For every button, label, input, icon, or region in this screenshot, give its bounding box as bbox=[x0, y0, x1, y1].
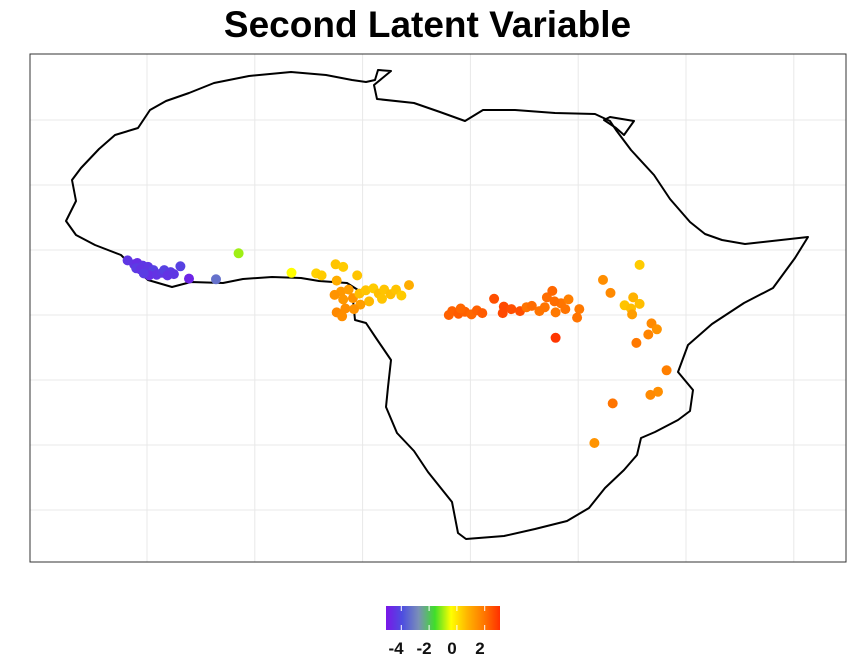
data-point bbox=[443, 310, 454, 320]
panel-border bbox=[29, 53, 847, 563]
arabia-coastline bbox=[603, 116, 635, 136]
data-point bbox=[331, 275, 342, 286]
data-point bbox=[175, 261, 186, 272]
colorbar-label-neg2: -2 bbox=[416, 639, 431, 658]
data-point bbox=[634, 259, 645, 270]
data-point bbox=[550, 307, 561, 318]
data-point bbox=[563, 294, 574, 305]
data-point bbox=[352, 270, 363, 281]
data-point bbox=[337, 311, 348, 322]
data-point bbox=[643, 329, 654, 340]
colorbar-label-neg4: -4 bbox=[388, 639, 404, 658]
data-point bbox=[550, 332, 561, 343]
data-point bbox=[330, 259, 341, 270]
data-point bbox=[645, 389, 656, 400]
data-points bbox=[122, 248, 672, 448]
data-point bbox=[211, 274, 221, 285]
data-point bbox=[316, 270, 327, 281]
data-point bbox=[489, 293, 500, 304]
colorbar-ticks bbox=[400, 606, 486, 630]
data-point bbox=[286, 267, 297, 278]
data-point bbox=[661, 365, 672, 376]
data-point bbox=[338, 294, 349, 305]
data-point bbox=[340, 303, 351, 314]
data-point bbox=[627, 309, 638, 320]
data-point bbox=[364, 296, 375, 307]
data-point bbox=[338, 261, 349, 272]
data-point bbox=[497, 308, 508, 319]
colorbar-label-2: 2 bbox=[475, 639, 484, 658]
data-point bbox=[360, 285, 371, 296]
data-point bbox=[653, 386, 663, 397]
data-point bbox=[560, 304, 571, 315]
data-point bbox=[547, 285, 558, 296]
data-point bbox=[651, 324, 662, 335]
data-point bbox=[539, 302, 550, 313]
data-point bbox=[572, 312, 583, 323]
colorbar-legend: -4 -2 0 2 bbox=[386, 606, 500, 658]
data-point bbox=[605, 287, 616, 298]
data-point bbox=[526, 300, 537, 311]
data-point bbox=[634, 298, 645, 309]
colorbar bbox=[386, 606, 500, 630]
data-point bbox=[168, 269, 179, 280]
data-point bbox=[506, 304, 517, 315]
data-point bbox=[138, 268, 149, 279]
data-point bbox=[477, 308, 488, 319]
data-point bbox=[549, 296, 560, 307]
data-point bbox=[628, 292, 639, 303]
data-point bbox=[598, 274, 608, 285]
data-point bbox=[607, 398, 618, 409]
data-point bbox=[233, 248, 244, 259]
data-point bbox=[574, 304, 585, 315]
data-point bbox=[329, 289, 340, 300]
data-point bbox=[455, 303, 466, 314]
data-point bbox=[396, 290, 407, 301]
africa-coastline bbox=[65, 69, 809, 540]
data-point bbox=[589, 438, 600, 448]
data-point bbox=[404, 280, 414, 291]
data-point bbox=[631, 337, 642, 348]
data-point bbox=[377, 293, 387, 304]
colorbar-label-0: 0 bbox=[447, 639, 456, 658]
data-point bbox=[184, 273, 194, 284]
map-title: Second Latent Variable bbox=[223, 4, 632, 45]
data-point bbox=[349, 304, 359, 315]
data-point bbox=[343, 284, 354, 295]
